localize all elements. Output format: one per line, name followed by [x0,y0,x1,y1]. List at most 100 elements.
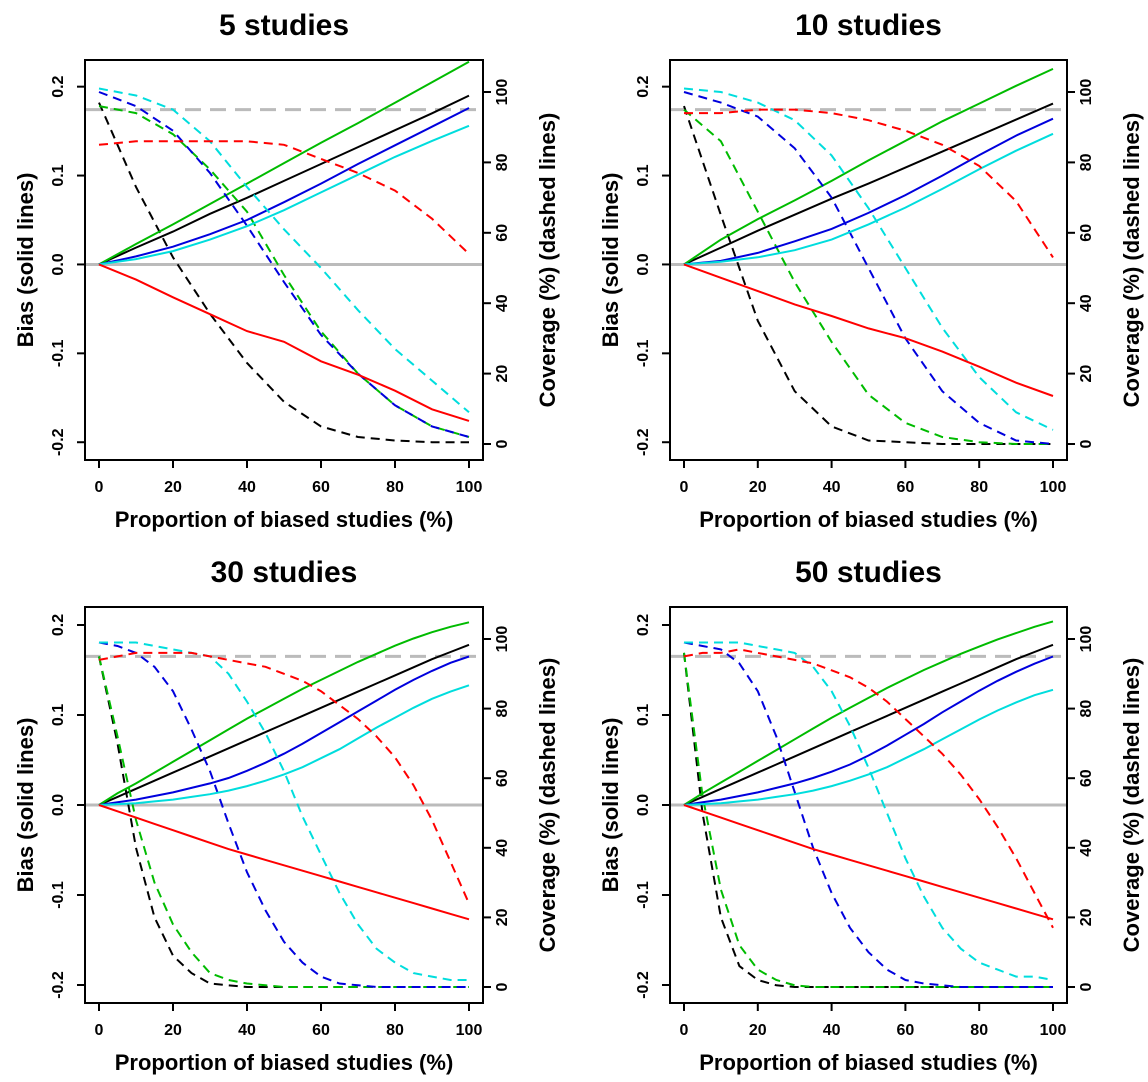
chart-panel-4: 50 studies 0 20 40 60 80 100 -0.2 -0.1 0.0 0.1 0.2 0… [598,556,1144,1075]
y-tick-label: 0.2 [50,75,67,97]
bias-line-4 [98,684,470,806]
y2-tick-label: 80 [1078,700,1095,718]
y2-axis-label: Coverage (%) (dashed lines) [535,113,560,408]
y2-tick-label: 80 [494,700,511,718]
y2-tick-label: 40 [1078,839,1095,857]
x-tick-label: 100 [456,1022,483,1039]
y-tick-label: 0.2 [635,614,652,636]
x-tick-label: 40 [823,1022,841,1039]
x-tick-label: 80 [386,1022,404,1039]
y-axis-label: Bias (solid lines) [598,718,623,893]
y-tick-label: 0.1 [635,704,652,726]
y2-tick-label: 0 [1078,439,1095,448]
x-tick-label: 0 [95,1022,104,1039]
x-tick-label: 20 [164,1022,182,1039]
y2-axis-label: Coverage (%) (dashed lines) [535,658,560,953]
bias-line-4 [98,124,470,266]
x-tick-label: 20 [164,479,182,496]
y2-tick-label: 0 [494,439,511,448]
bias-line-4 [683,688,1054,806]
coverage-line-1 [98,102,469,444]
chart-panel-3: 30 studies 0 20 40 60 80 100 -0.2 -0.1 0.0 0.1 0.2 0… [13,556,560,1075]
y-tick-label: 0.2 [50,614,67,636]
y-tick-label: 0.0 [635,794,652,816]
y-tick-label: 0.0 [50,794,67,816]
coverage-line-1 [683,652,1053,988]
bias-line-3 [98,655,470,806]
x-axis-label: Proportion of biased studies (%) [699,507,1038,532]
chart-title: 30 studies [211,556,358,589]
x-tick-label: 40 [238,1022,256,1039]
y2-tick-label: 100 [494,626,511,653]
y2-tick-label: 40 [494,294,511,312]
bias-line-5 [98,804,470,921]
y2-tick-label: 100 [1078,626,1095,653]
y-tick-label: 0.0 [50,253,67,275]
x-tick-label: 60 [897,1022,915,1039]
y2-axis-label: Coverage (%) (dashed lines) [1119,113,1144,408]
y-axis-label: Bias (solid lines) [13,718,38,893]
coverage-line-3 [98,91,470,438]
x-axis-label: Proportion of biased studies (%) [115,507,454,532]
coverage-line-2 [98,656,469,988]
x-axis-label: Proportion of biased studies (%) [699,1050,1038,1075]
coverage-line-1 [683,105,1053,445]
y2-tick-label: 60 [494,224,511,242]
bias-line-3 [683,655,1054,806]
x-tick-label: 60 [897,479,915,496]
bias-line-1 [683,643,1054,806]
coverage-line-3 [683,91,1054,445]
coverage-line-4 [684,641,1054,981]
bias-line-2 [683,67,1054,266]
x-tick-label: 40 [238,479,256,496]
x-tick-label: 80 [970,479,988,496]
bias-line-5 [683,804,1054,921]
x-tick-label: 100 [1040,479,1067,496]
plot-frame [669,59,1068,461]
y-tick-label: 0.2 [635,75,652,97]
y-tick-label: -0.2 [50,971,67,999]
bias-line-1 [98,94,470,266]
bias-line-4 [683,132,1054,266]
coverage-line-4 [98,87,470,414]
x-tick-label: 0 [680,479,689,496]
chart-title: 50 studies [795,556,942,589]
coverage-line-5 [683,648,1054,929]
x-tick-label: 20 [749,479,767,496]
x-tick-label: 60 [312,479,330,496]
bias-line-3 [98,107,470,266]
chart-title: 5 studies [219,9,349,42]
x-tick-label: 0 [95,479,104,496]
chart-title: 10 studies [795,9,942,42]
bias-line-2 [98,60,470,266]
y2-tick-label: 0 [494,982,511,991]
y2-tick-label: 40 [494,839,511,857]
bias-line-2 [98,621,470,806]
plot-frame [84,59,484,461]
y2-tick-label: 20 [1078,365,1095,383]
x-axis-label: Proportion of biased studies (%) [115,1050,454,1075]
y2-tick-label: 0 [1078,982,1095,991]
coverage-line-3 [683,641,1053,988]
x-tick-label: 40 [823,479,841,496]
bias-line-5 [98,263,470,422]
x-tick-label: 80 [386,479,404,496]
x-tick-label: 20 [749,1022,767,1039]
y-tick-label: -0.1 [50,881,67,909]
x-tick-label: 60 [312,1022,330,1039]
x-tick-label: 100 [1040,1022,1067,1039]
y-tick-label: -0.2 [50,428,67,456]
y2-tick-label: 20 [494,908,511,926]
bias-line-5 [683,263,1054,397]
x-tick-label: 0 [680,1022,689,1039]
bias-line-1 [683,102,1054,266]
y-tick-label: -0.2 [635,971,652,999]
y2-tick-label: 100 [1078,79,1095,106]
bias-line-1 [98,643,470,806]
coverage-line-2 [98,105,470,438]
x-tick-label: 80 [970,1022,988,1039]
coverage-line-5 [98,140,470,255]
bias-line-2 [683,620,1054,806]
y-axis-label: Bias (solid lines) [13,173,38,348]
